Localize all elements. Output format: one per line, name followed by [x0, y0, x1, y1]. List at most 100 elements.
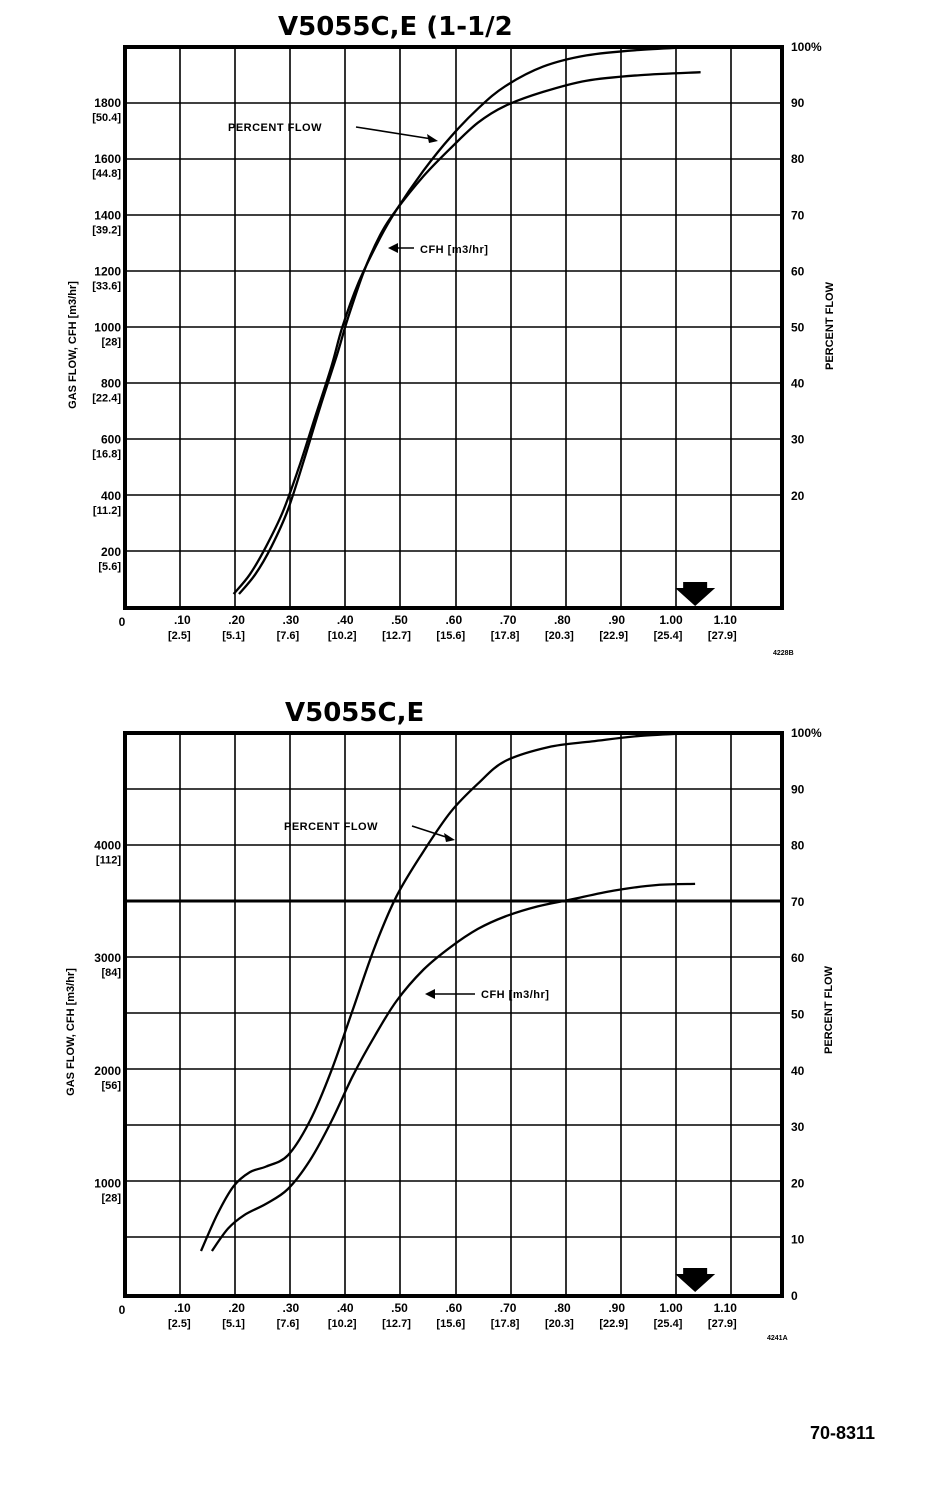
arrowhead-icon [444, 833, 455, 842]
y2-tick-label: 50 [791, 1008, 805, 1022]
x-tick-sublabel: [12.7] [382, 630, 411, 642]
x-tick-sublabel: [10.2] [328, 1318, 357, 1330]
y2-tick-label: 10 [791, 1233, 805, 1247]
y-tick-sublabel: [28] [101, 337, 121, 349]
y2-tick-label: 40 [791, 1064, 805, 1078]
y-tick-sublabel: [28] [101, 1192, 121, 1204]
y-tick-label: 2000 [94, 1064, 121, 1078]
y2-tick-label: 30 [791, 433, 805, 447]
y-tick-label: 1000 [94, 1176, 121, 1190]
y-tick-sublabel: [112] [96, 855, 121, 867]
arrowhead-icon [427, 134, 438, 143]
y2-tick-label: 20 [791, 1176, 805, 1190]
y-tick-label: 1600 [94, 152, 121, 166]
down-arrow-icon [675, 582, 716, 606]
y-tick-sublabel: [5.6] [98, 561, 121, 573]
series-line-percent-flow [232, 45, 696, 595]
y-tick-label: 600 [101, 433, 121, 447]
y-tick-label: 1200 [94, 264, 121, 278]
x-tick-label: 1.10 [714, 1301, 738, 1315]
series-line-cfh [238, 71, 701, 595]
x-tick-label: .90 [608, 1301, 625, 1315]
origin-label: 0 [119, 1303, 126, 1317]
y2-tick-label: 40 [791, 377, 805, 391]
figure-code: 4228B [773, 650, 794, 657]
y2-tick-label: 0 [791, 1289, 798, 1303]
down-arrow-icon [675, 1268, 716, 1292]
y-tick-sublabel: [44.8] [92, 168, 121, 180]
page-number: 70-8311 [810, 1423, 875, 1443]
x-tick-label: .60 [445, 1301, 462, 1315]
y-tick-sublabel: [84] [101, 967, 121, 979]
x-tick-sublabel: [7.6] [277, 1318, 300, 1330]
x-tick-label: .70 [500, 1301, 517, 1315]
x-tick-sublabel: [12.7] [382, 1318, 411, 1330]
chart-top: V5055C,E (1-1/2 0 .10 [2.5] .20 [5.1] .30 [7.6… [67, 12, 836, 657]
x-tick-label: .70 [500, 613, 517, 627]
y-axis-label: GAS FLOW, CFH [m3/hr] [65, 968, 77, 1096]
x-tick-sublabel: [2.5] [168, 630, 191, 642]
tick-labels: 0 .10 [2.5] .20 [5.1] .30 [7.6] .40 [10.2] .50 [12… [94, 726, 822, 1330]
y-tick-sublabel: [22.4] [92, 393, 121, 405]
annotation-percent-flow: PERCENT FLOW [228, 122, 322, 134]
y-axis-label: GAS FLOW, CFH [m3/hr] [67, 281, 79, 409]
y-tick-sublabel: [11.2] [93, 505, 121, 517]
x-tick-sublabel: [7.6] [277, 630, 300, 642]
x-tick-sublabel: [5.1] [222, 630, 245, 642]
y-tick-sublabel: [50.4] [92, 112, 121, 124]
plot-grid [123, 731, 784, 1298]
x-tick-label: .50 [391, 1301, 408, 1315]
origin-label: 0 [119, 615, 126, 629]
x-tick-sublabel: [20.3] [545, 1318, 574, 1330]
y-tick-sublabel: [33.6] [92, 280, 121, 292]
x-tick-sublabel: [15.6] [436, 630, 465, 642]
y-tick-label: 1400 [94, 208, 121, 222]
y2-tick-label: 70 [791, 208, 805, 222]
y2-tick-label: 20 [791, 489, 805, 503]
annotation-percent-flow: PERCENT FLOW [284, 821, 378, 833]
y2-tick-label: 90 [791, 96, 805, 110]
x-tick-label: .30 [283, 613, 300, 627]
y-tick-sublabel: [39.2] [92, 224, 121, 236]
y2-tick-label: 60 [791, 951, 805, 965]
y-tick-label: 3000 [94, 951, 121, 965]
annotation-cfh: CFH [m3/hr] [481, 989, 549, 1001]
x-tick-sublabel: [10.2] [328, 630, 357, 642]
x-tick-sublabel: [15.6] [436, 1318, 465, 1330]
plot-frame [123, 45, 784, 610]
x-tick-label: .80 [554, 613, 571, 627]
tick-labels: 0 .10 [2.5] .20 [5.1] .30 [7.6] .40 [10.2] .50 [12… [92, 40, 822, 642]
series-line-percent-flow [199, 731, 696, 1252]
y-tick-sublabel: [16.8] [92, 449, 121, 461]
annotations: PERCENT FLOW CFH [m3/hr] [228, 122, 488, 256]
series-group [199, 731, 696, 1252]
x-tick-label: 1.00 [659, 1301, 683, 1315]
y2-tick-label: 50 [791, 321, 805, 335]
figure-code: 4241A [767, 1335, 788, 1342]
x-tick-label: .20 [228, 1301, 245, 1315]
y2-axis-label: PERCENT FLOW [823, 965, 835, 1054]
y-tick-label: 1000 [94, 321, 121, 335]
x-tick-label: .60 [445, 613, 462, 627]
y2-tick-label: 30 [791, 1120, 805, 1134]
chart-title: V5055C,E (1-1/2 [278, 12, 513, 42]
y-tick-label: 1800 [94, 96, 121, 110]
y2-axis-label: PERCENT FLOW [824, 281, 836, 370]
y2-tick-label: 70 [791, 895, 805, 909]
plot-grid [123, 45, 784, 610]
x-tick-label: .40 [337, 1301, 354, 1315]
arrowhead-icon [388, 243, 398, 253]
x-tick-sublabel: [2.5] [168, 1318, 191, 1330]
y2-tick-label: 80 [791, 839, 805, 853]
leader-line [411, 825, 450, 839]
x-tick-sublabel: [27.9] [708, 1318, 737, 1330]
y-tick-label: 400 [101, 489, 121, 503]
x-tick-sublabel: [27.9] [708, 630, 737, 642]
x-tick-label: .80 [554, 1301, 571, 1315]
series-line-cfh [210, 882, 696, 1252]
x-tick-sublabel: [20.3] [545, 630, 574, 642]
x-tick-label: 1.00 [659, 613, 683, 627]
chart-title: V5055C,E [285, 698, 424, 728]
x-tick-label: .30 [283, 1301, 300, 1315]
